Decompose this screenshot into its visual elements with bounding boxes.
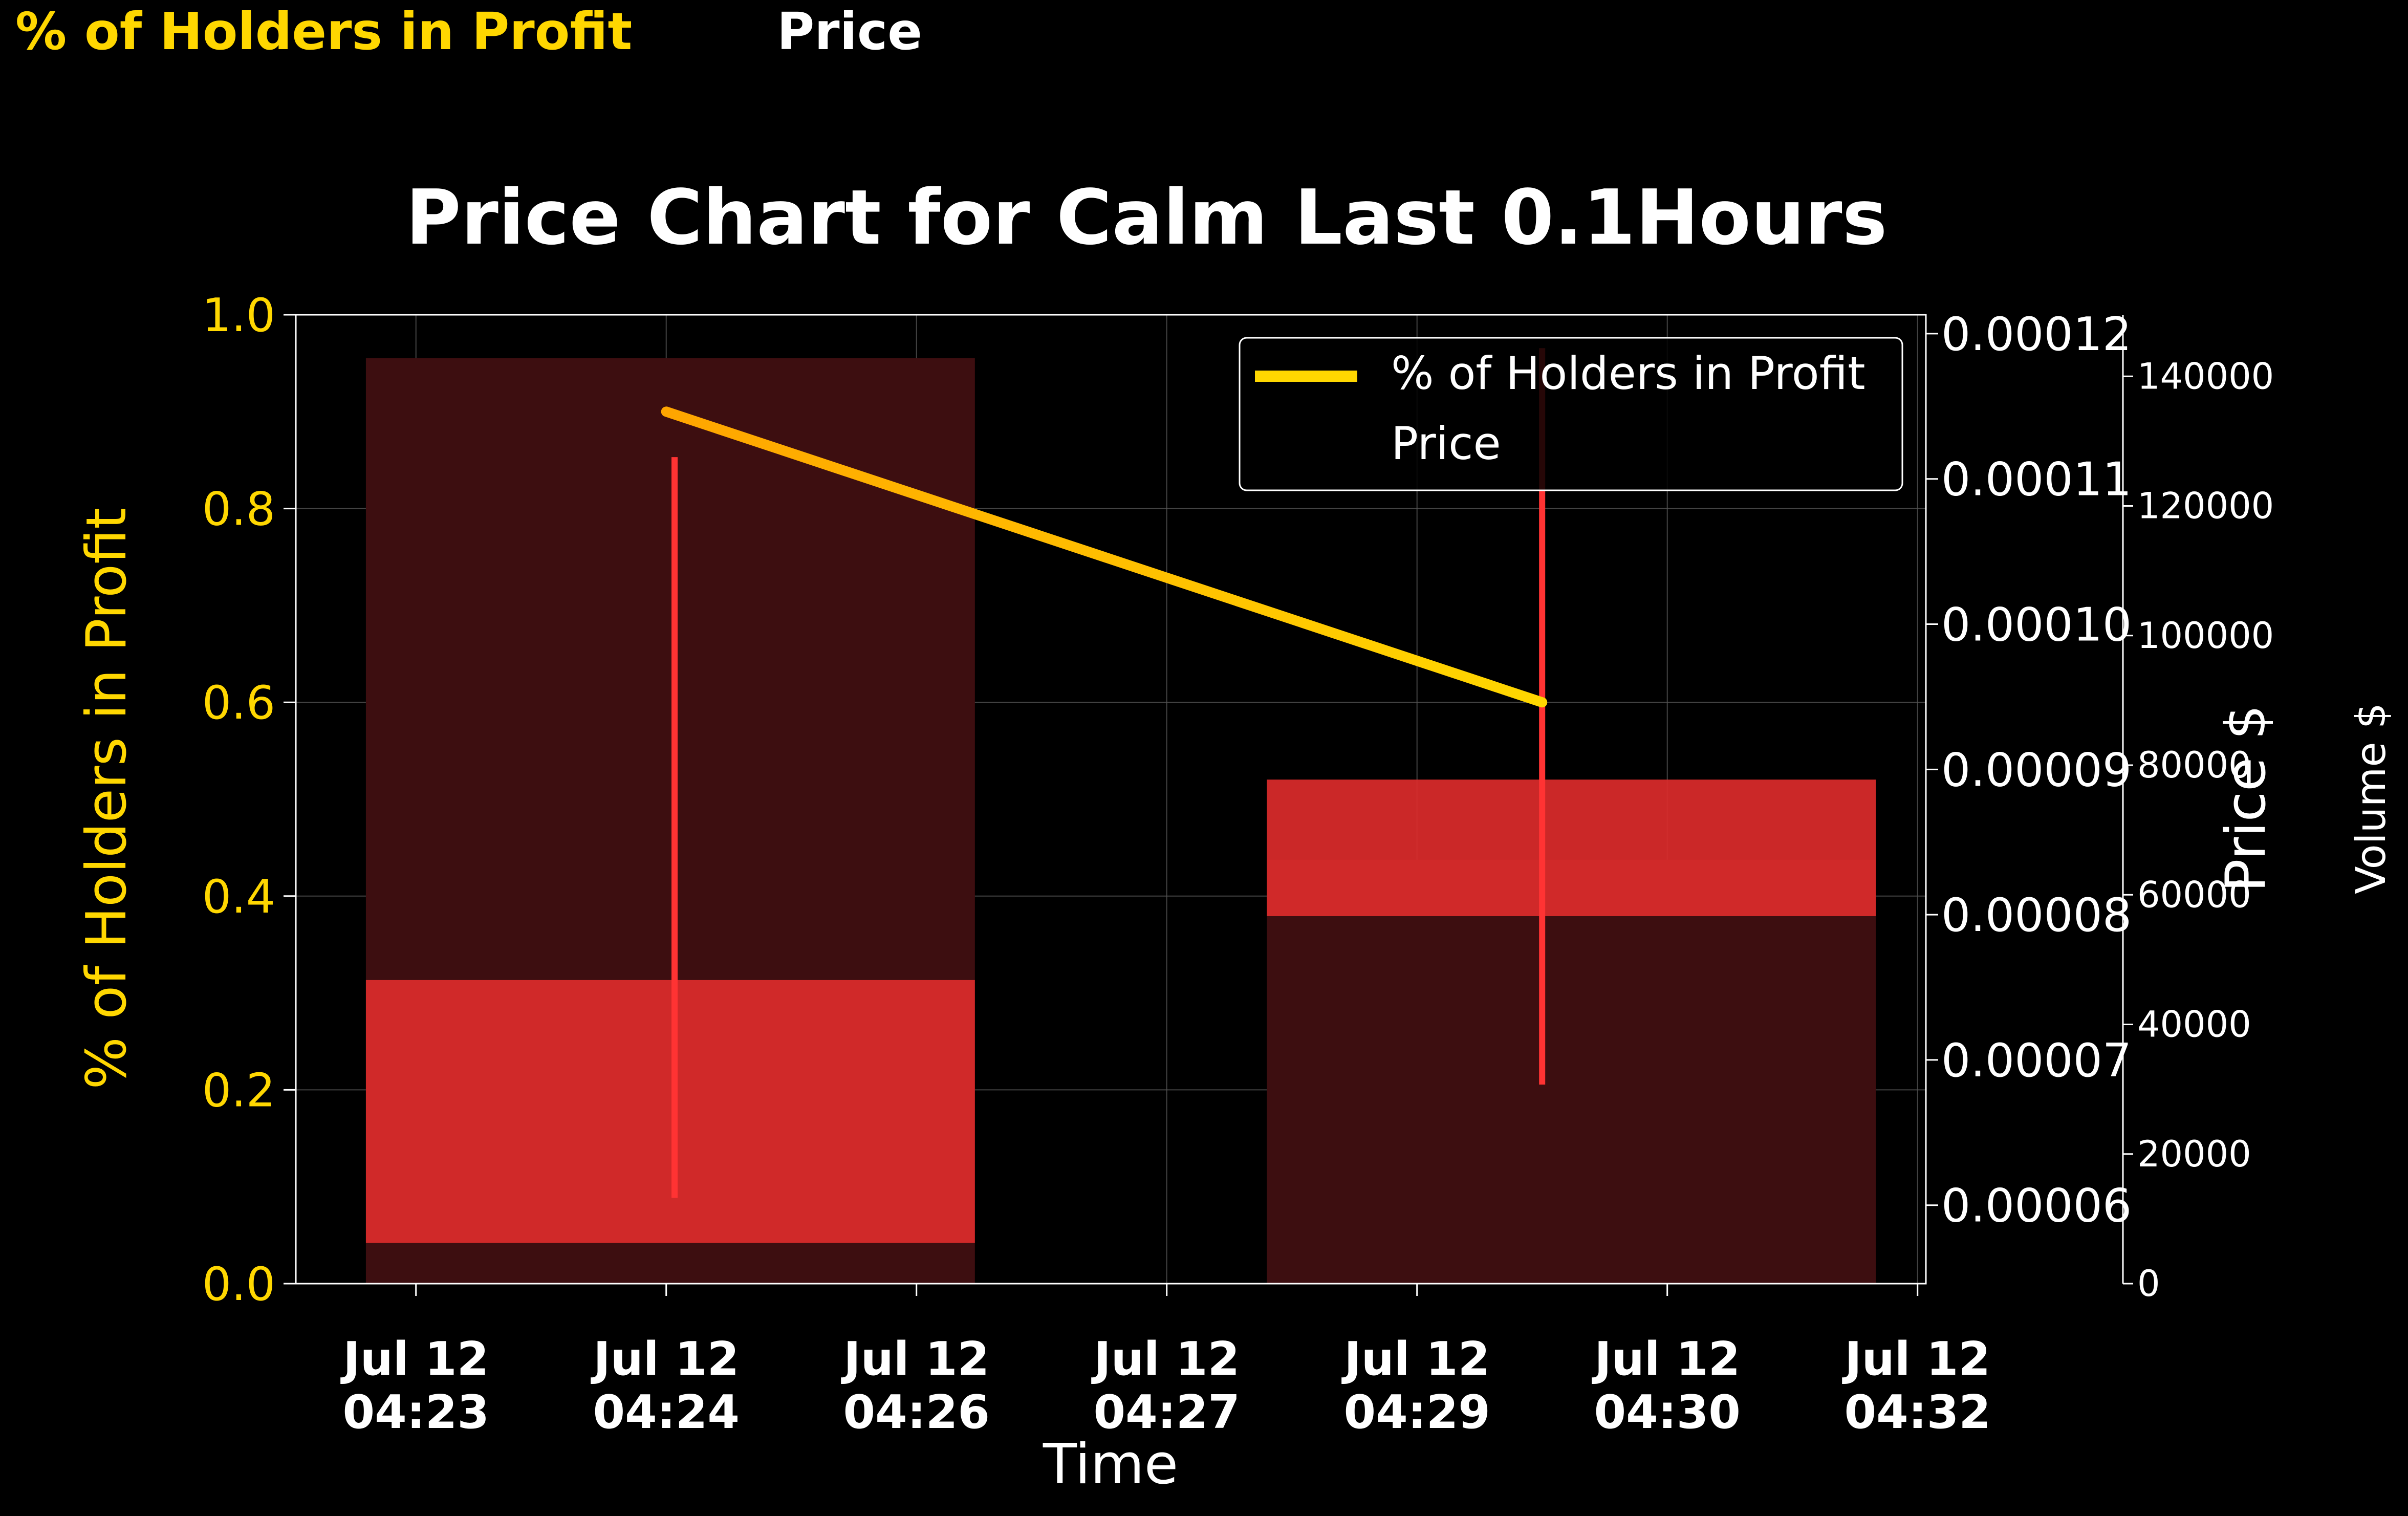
volume-tick-label-7: 140000	[2137, 355, 2274, 397]
x-tick-date-0: Jul 12	[340, 1332, 489, 1386]
price-tick-label-0: 0.00006	[1941, 1179, 2132, 1233]
volume-tick-label-2: 40000	[2137, 1004, 2251, 1046]
header-series2-label: Price	[777, 2, 922, 61]
x-axis-label: Time	[1043, 1433, 1178, 1497]
legend-box	[1239, 337, 1903, 491]
x-tick-time-4: 04:29	[1343, 1385, 1490, 1439]
volume-tick-label-5: 100000	[2137, 615, 2274, 657]
x-tick-date-2: Jul 12	[840, 1332, 989, 1386]
x-tick-time-1: 04:24	[593, 1385, 739, 1439]
price-y-axis: 0.00006 0.00007 0.00008 0.00009 0.00010 0.000…	[1926, 308, 2132, 1233]
line-layer	[661, 406, 1548, 708]
price-tick-label-6: 0.00012	[1941, 308, 2132, 361]
x-tick-date-6: Jul 12	[1841, 1332, 1990, 1386]
left-tick-label-4: 0.8	[202, 483, 275, 536]
left-tick-label-2: 0.4	[202, 870, 275, 924]
left-tick-label-5: 1.0	[202, 289, 275, 342]
price-tick-label-1: 0.00007	[1941, 1034, 2132, 1088]
volume-tick-label-3: 60000	[2137, 874, 2251, 916]
volume-y-axis: 0 20000 40000 60000 80000 100000 120000 140000	[2122, 315, 2274, 1305]
x-tick-date-4: Jul 12	[1341, 1332, 1490, 1386]
price-tick-label-3: 0.00009	[1941, 743, 2132, 797]
candle-body-0	[365, 980, 975, 1243]
left-y-axis: 0.0 0.2 0.4 0.6 0.8 1.0	[202, 289, 296, 1311]
volume-tick-label-4: 80000	[2137, 744, 2251, 786]
legend-price-label: Price	[1391, 417, 1501, 470]
volume-bar-1	[1267, 859, 1876, 1284]
x-tick-time-0: 04:23	[342, 1385, 489, 1439]
volume-tick-label-1: 20000	[2137, 1133, 2251, 1175]
x-tick-time-5: 04:30	[1594, 1385, 1740, 1439]
legend: % of Holders in Profit Price	[1239, 337, 1903, 491]
plot-frame	[295, 314, 1927, 1285]
price-tick-label-5: 0.00011	[1941, 453, 2132, 507]
x-tick-time-3: 04:27	[1093, 1385, 1240, 1439]
price-tick-label-4: 0.00010	[1941, 598, 2132, 652]
price-axis-label: Price $	[2214, 705, 2278, 893]
candle-layer	[365, 348, 1876, 1243]
chart-title: Price Chart for Calm Last 0.1Hours	[405, 174, 1887, 262]
profit-series-line	[661, 406, 1548, 708]
volume-axis-label: Volume $	[2347, 703, 2395, 894]
x-tick-date-1: Jul 12	[590, 1332, 739, 1386]
legend-profit-label: % of Holders in Profit	[1391, 347, 1865, 400]
x-tick-date-3: Jul 12	[1091, 1332, 1240, 1386]
left-tick-label-0: 0.0	[202, 1258, 275, 1311]
volume-tick-label-6: 120000	[2137, 485, 2274, 527]
candle-body-1	[1267, 779, 1876, 916]
x-tick-date-5: Jul 12	[1591, 1332, 1740, 1386]
price-tick-label-2: 0.00008	[1941, 889, 2132, 942]
header-series1-label: % of Holders in Profit	[15, 2, 632, 61]
x-tick-time-2: 04:26	[843, 1385, 989, 1439]
volume-tick-label-0: 0	[2137, 1263, 2160, 1305]
left-tick-label-3: 0.6	[202, 676, 275, 730]
left-axis-label: % of Holders in Profit	[75, 507, 139, 1089]
left-tick-label-1: 0.2	[202, 1064, 275, 1117]
x-tick-time-6: 04:32	[1844, 1385, 1990, 1439]
